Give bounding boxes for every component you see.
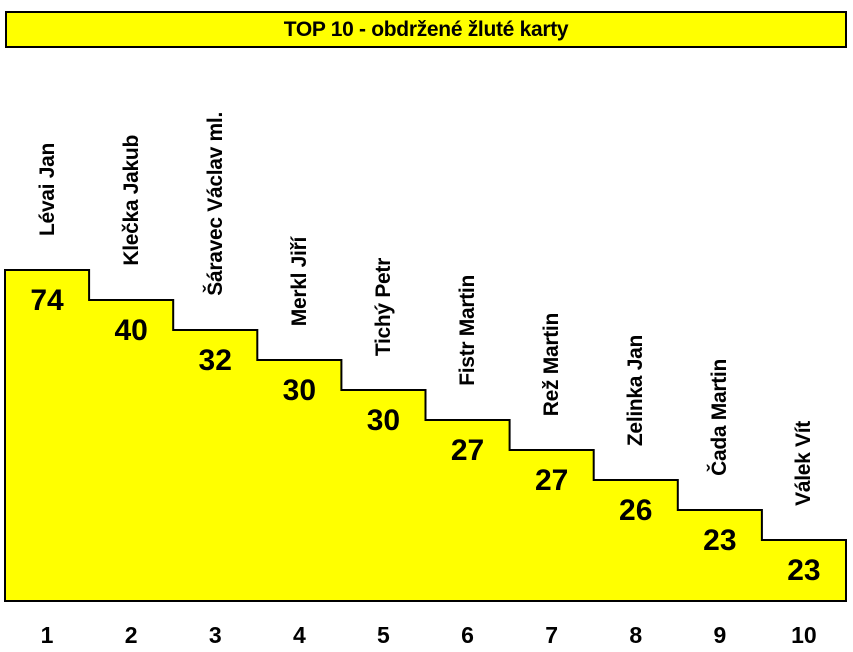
- bar-staircase-shape: [4, 269, 847, 602]
- chart-title-bar: TOP 10 - obdržené žluté karty: [5, 11, 847, 48]
- chart-title: TOP 10 - obdržené žluté karty: [283, 17, 569, 41]
